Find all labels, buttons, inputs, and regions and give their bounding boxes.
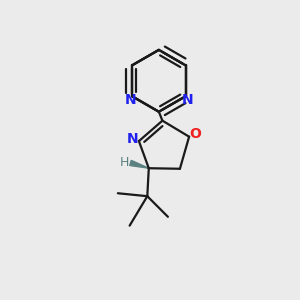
Text: N: N xyxy=(127,132,138,146)
Text: O: O xyxy=(190,127,202,141)
Text: N: N xyxy=(181,93,193,107)
Text: H: H xyxy=(119,156,129,169)
Polygon shape xyxy=(130,160,149,168)
Text: N: N xyxy=(125,93,136,107)
